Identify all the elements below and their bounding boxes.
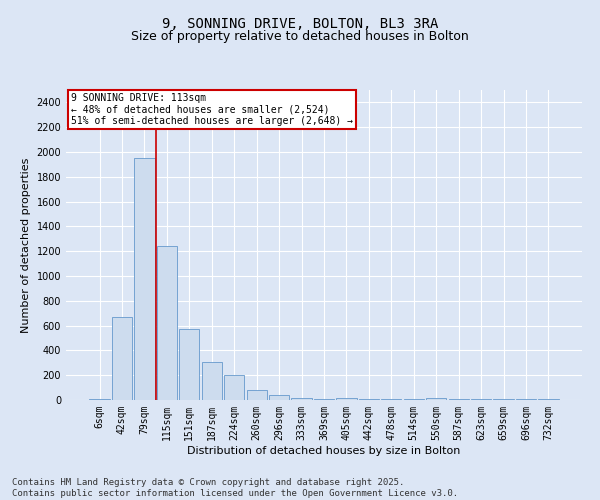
Bar: [493, 399, 514, 400]
X-axis label: Distribution of detached houses by size in Bolton: Distribution of detached houses by size …: [187, 446, 461, 456]
Text: 9, SONNING DRIVE, BOLTON, BL3 3RA: 9, SONNING DRIVE, BOLTON, BL3 3RA: [162, 18, 438, 32]
Bar: [202, 362, 222, 400]
Bar: [426, 398, 446, 400]
Bar: [337, 398, 356, 400]
Bar: [224, 375, 244, 400]
Y-axis label: Number of detached properties: Number of detached properties: [21, 158, 31, 332]
Text: Contains HM Land Registry data © Crown copyright and database right 2025.
Contai: Contains HM Land Registry data © Crown c…: [12, 478, 458, 498]
Bar: [292, 398, 311, 400]
Text: Size of property relative to detached houses in Bolton: Size of property relative to detached ho…: [131, 30, 469, 43]
Bar: [112, 317, 132, 400]
Bar: [157, 246, 177, 400]
Bar: [134, 158, 155, 400]
Bar: [247, 390, 267, 400]
Bar: [179, 330, 199, 400]
Bar: [269, 395, 289, 400]
Text: 9 SONNING DRIVE: 113sqm
← 48% of detached houses are smaller (2,524)
51% of semi: 9 SONNING DRIVE: 113sqm ← 48% of detache…: [71, 93, 353, 126]
Bar: [89, 399, 110, 400]
